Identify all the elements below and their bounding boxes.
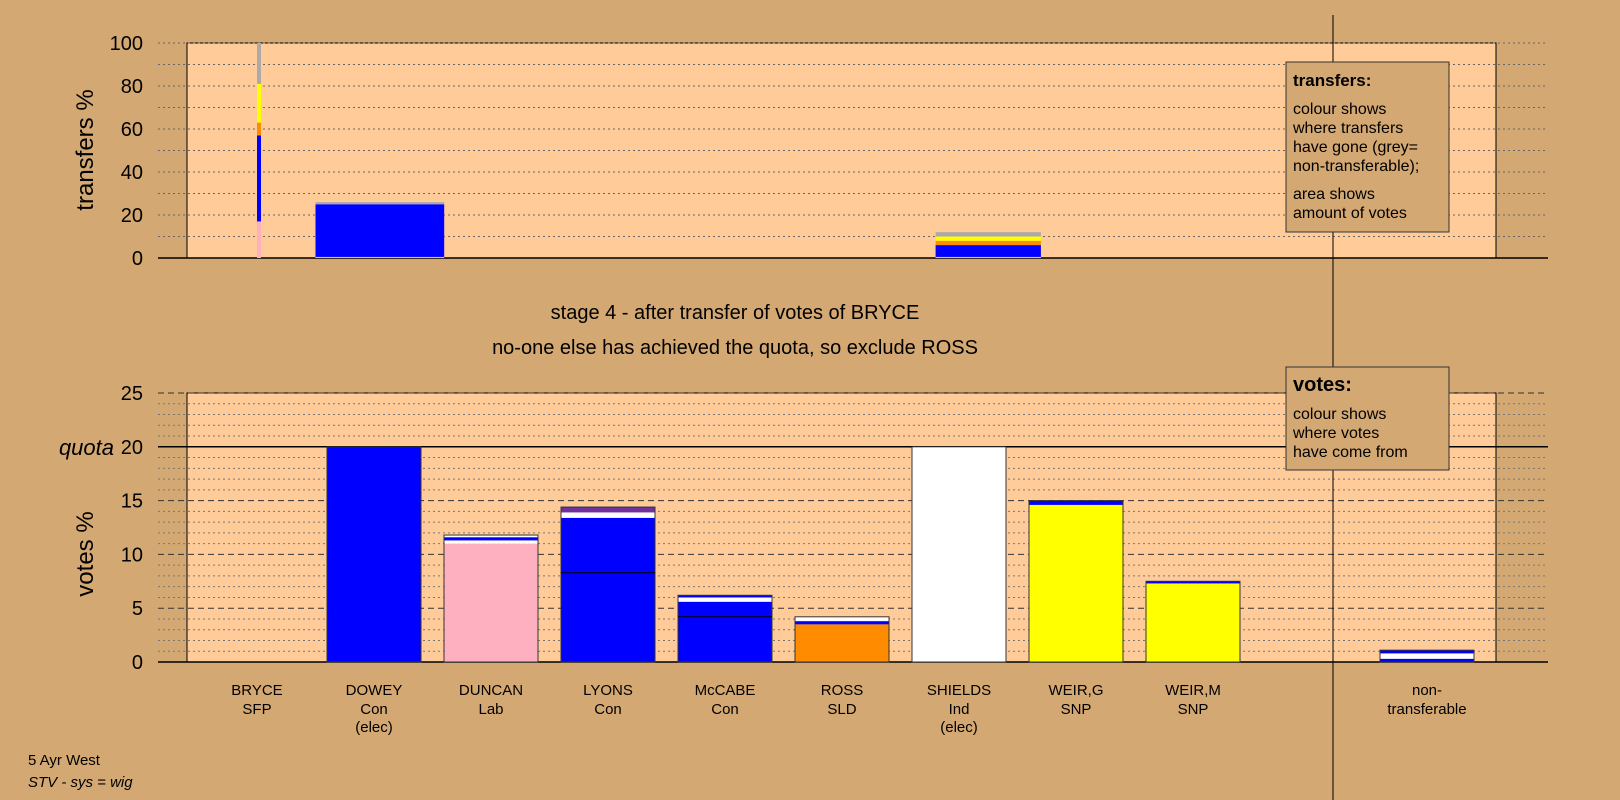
candidate-party: transferable: [1387, 701, 1466, 718]
candidate-party: Con: [711, 701, 739, 718]
vote-bar-WEIR,G: [1028, 500, 1124, 663]
transfer-segment-to-shields-area-2: [935, 240, 1041, 246]
transfers-tick-label: 60: [121, 119, 143, 141]
vote-bar-DUNCAN: [443, 534, 539, 663]
votes-axis-label: votes %: [72, 511, 99, 596]
candidate-name: WEIR,G: [1049, 682, 1104, 699]
transfers-legend-line: area shows: [1293, 186, 1375, 203]
candidate-name: LYONS: [583, 682, 633, 699]
quota-label: quota: [59, 435, 114, 460]
vote-bar-WEIR,M: [1145, 580, 1241, 663]
candidate-party: SLD: [827, 701, 856, 718]
vote-segment-WEIR,G-0: [1029, 504, 1123, 662]
transfer-segment-to-dowey-1: [315, 204, 445, 257]
candidate-party: Ind: [949, 701, 970, 718]
candidate-party: Con: [360, 701, 388, 718]
transfers-legend-line: where transfers: [1292, 120, 1403, 137]
transfers-legend-line: have gone (grey=: [1293, 139, 1418, 156]
vote-segment-ROSS-1: [795, 621, 889, 625]
candidate-party: SNP: [1061, 701, 1092, 718]
transfers-legend-box: [1285, 61, 1450, 233]
vote-bar-SHIELDS: [911, 446, 1007, 663]
transfers-tick-label: 80: [121, 76, 143, 98]
vote-segment-SHIELDS-0: [912, 446, 1006, 662]
votes-tick-label: 0: [132, 652, 143, 674]
vote-segment-ROSS-2: [795, 616, 889, 622]
candidate-party: SFP: [242, 701, 271, 718]
transfers-axis-label: transfers %: [72, 89, 99, 210]
candidate-status: (elec): [940, 719, 978, 736]
vote-segment-DUNCAN-2: [444, 537, 538, 541]
vote-bar-non-: [1379, 649, 1475, 663]
vote-segment-ROSS-0: [795, 624, 889, 662]
transfer-segment-to-shields-area-4: [935, 232, 1041, 237]
votes-tick-label: 10: [121, 544, 143, 566]
vote-segment-DUNCAN-3: [444, 535, 538, 538]
stage-subtitle: no-one else has achieved the quota, so e…: [492, 337, 978, 359]
votes-legend-title: votes:: [1293, 374, 1352, 396]
transfer-segment-to-dowey-0: [315, 256, 445, 258]
candidate-name: DUNCAN: [459, 682, 523, 699]
transfer-segment-to-shields-area-3: [935, 236, 1041, 241]
vote-bar-McCABE: [677, 594, 773, 663]
vote-segment-non--2: [1380, 650, 1474, 654]
vote-bar-LYONS: [560, 506, 656, 663]
vote-bar-DOWEY: [326, 446, 422, 663]
vote-segment-LYONS-1: [561, 512, 655, 518]
candidate-party: Con: [594, 701, 622, 718]
vote-segment-WEIR,G-1: [1029, 500, 1123, 505]
vote-segment-DOWEY-0: [327, 446, 421, 662]
vote-segment-non--1: [1380, 653, 1474, 659]
transfer-segment-bryce-stack-4: [257, 43, 261, 84]
votes-tick-label: 25: [121, 383, 143, 405]
votes-tick-label: 15: [121, 491, 143, 513]
transfer-segment-to-shields-area-0: [935, 256, 1041, 258]
votes-tick-label: 20: [121, 437, 143, 459]
candidate-name: SHIELDS: [927, 682, 991, 699]
candidate-party: SNP: [1178, 701, 1209, 718]
transfers-tick-label: 0: [132, 248, 143, 270]
transfer-segment-to-dowey-2: [315, 202, 445, 205]
vote-segment-non--0: [1380, 658, 1474, 662]
vote-bar-ROSS: [794, 616, 890, 663]
transfers-legend-line: colour shows: [1293, 101, 1386, 118]
transfers-tick-label: 40: [121, 162, 143, 184]
candidate-status: (elec): [355, 719, 393, 736]
transfers-tick-label: 20: [121, 205, 143, 227]
transfer-segment-bryce-stack-1: [257, 135, 261, 222]
votes-legend-box: [1285, 366, 1450, 471]
footer-line1: 5 Ayr West: [28, 752, 100, 769]
transfers-legend-line: non-transferable);: [1293, 158, 1419, 175]
transfers-legend-line: amount of votes: [1293, 205, 1407, 222]
transfer-segment-bryce-stack-2: [257, 122, 261, 136]
vote-segment-LYONS-2: [561, 507, 655, 513]
vote-segment-LYONS-0: [561, 517, 655, 662]
transfer-segment-to-shields-area-1: [935, 245, 1041, 257]
candidate-name: BRYCE: [231, 682, 282, 699]
candidate-name: ROSS: [821, 682, 864, 699]
transfers-legend-title: transfers:: [1293, 71, 1371, 90]
votes-legend-line: colour shows: [1293, 406, 1386, 423]
candidate-name: McCABE: [695, 682, 756, 699]
vote-segment-WEIR,M-0: [1146, 583, 1240, 662]
votes-legend-line: where votes: [1292, 425, 1379, 442]
transfer-segment-bryce-stack-0: [257, 221, 261, 258]
transfer-segment-bryce-stack-3: [257, 83, 261, 123]
stage-title: stage 4 - after transfer of votes of BRY…: [551, 302, 920, 324]
votes-legend-line: have come from: [1293, 444, 1408, 461]
footer-line2: STV - sys = wig: [28, 774, 133, 791]
vote-segment-WEIR,M-1: [1146, 581, 1240, 584]
vote-segment-DUNCAN-0: [444, 543, 538, 662]
candidate-name: DOWEY: [346, 682, 403, 699]
candidate-name: WEIR,M: [1165, 682, 1221, 699]
candidate-name: non-: [1412, 682, 1442, 699]
candidate-party: Lab: [478, 701, 503, 718]
vote-segment-DUNCAN-1: [444, 540, 538, 544]
vote-segment-McCABE-1: [678, 597, 772, 602]
vote-segment-McCABE-2: [678, 595, 772, 598]
transfers-tick-label: 100: [110, 33, 143, 55]
vote-segment-McCABE-0: [678, 601, 772, 662]
votes-tick-label: 5: [132, 598, 143, 620]
